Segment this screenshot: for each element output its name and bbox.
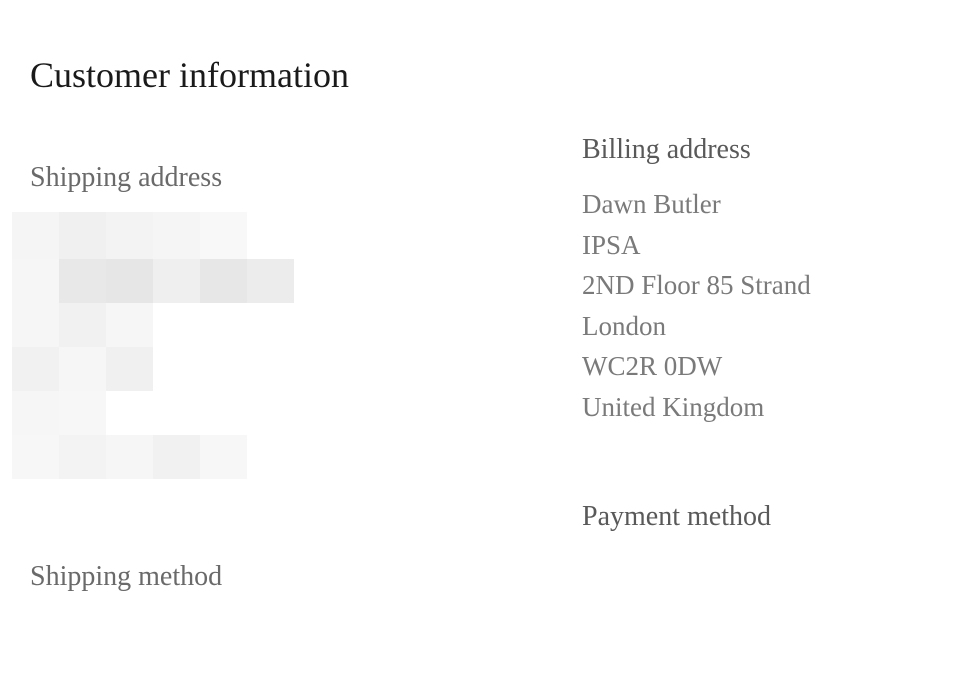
billing-address-heading: Billing address: [582, 134, 940, 166]
billing-line-postcode: WC2R 0DW: [582, 346, 940, 387]
payment-method-heading: Payment method: [582, 501, 940, 533]
billing-line-name: Dawn Butler: [582, 184, 940, 225]
billing-line-street: 2ND Floor 85 Strand: [582, 265, 940, 306]
shipping-method-heading: Shipping method: [30, 561, 582, 593]
page-title: Customer information: [30, 54, 940, 96]
shipping-address-redacted: [30, 212, 300, 477]
shipping-address-heading: Shipping address: [30, 162, 582, 194]
columns: Shipping address: [30, 162, 940, 611]
spacer: [582, 427, 940, 501]
billing-line-country: United Kingdom: [582, 387, 940, 428]
right-column: Billing address Dawn Butler IPSA 2ND Flo…: [582, 134, 940, 611]
billing-address-block: Dawn Butler IPSA 2ND Floor 85 Strand Lon…: [582, 184, 940, 427]
left-column: Shipping address: [30, 162, 582, 611]
billing-line-org: IPSA: [582, 225, 940, 266]
billing-line-city: London: [582, 306, 940, 347]
